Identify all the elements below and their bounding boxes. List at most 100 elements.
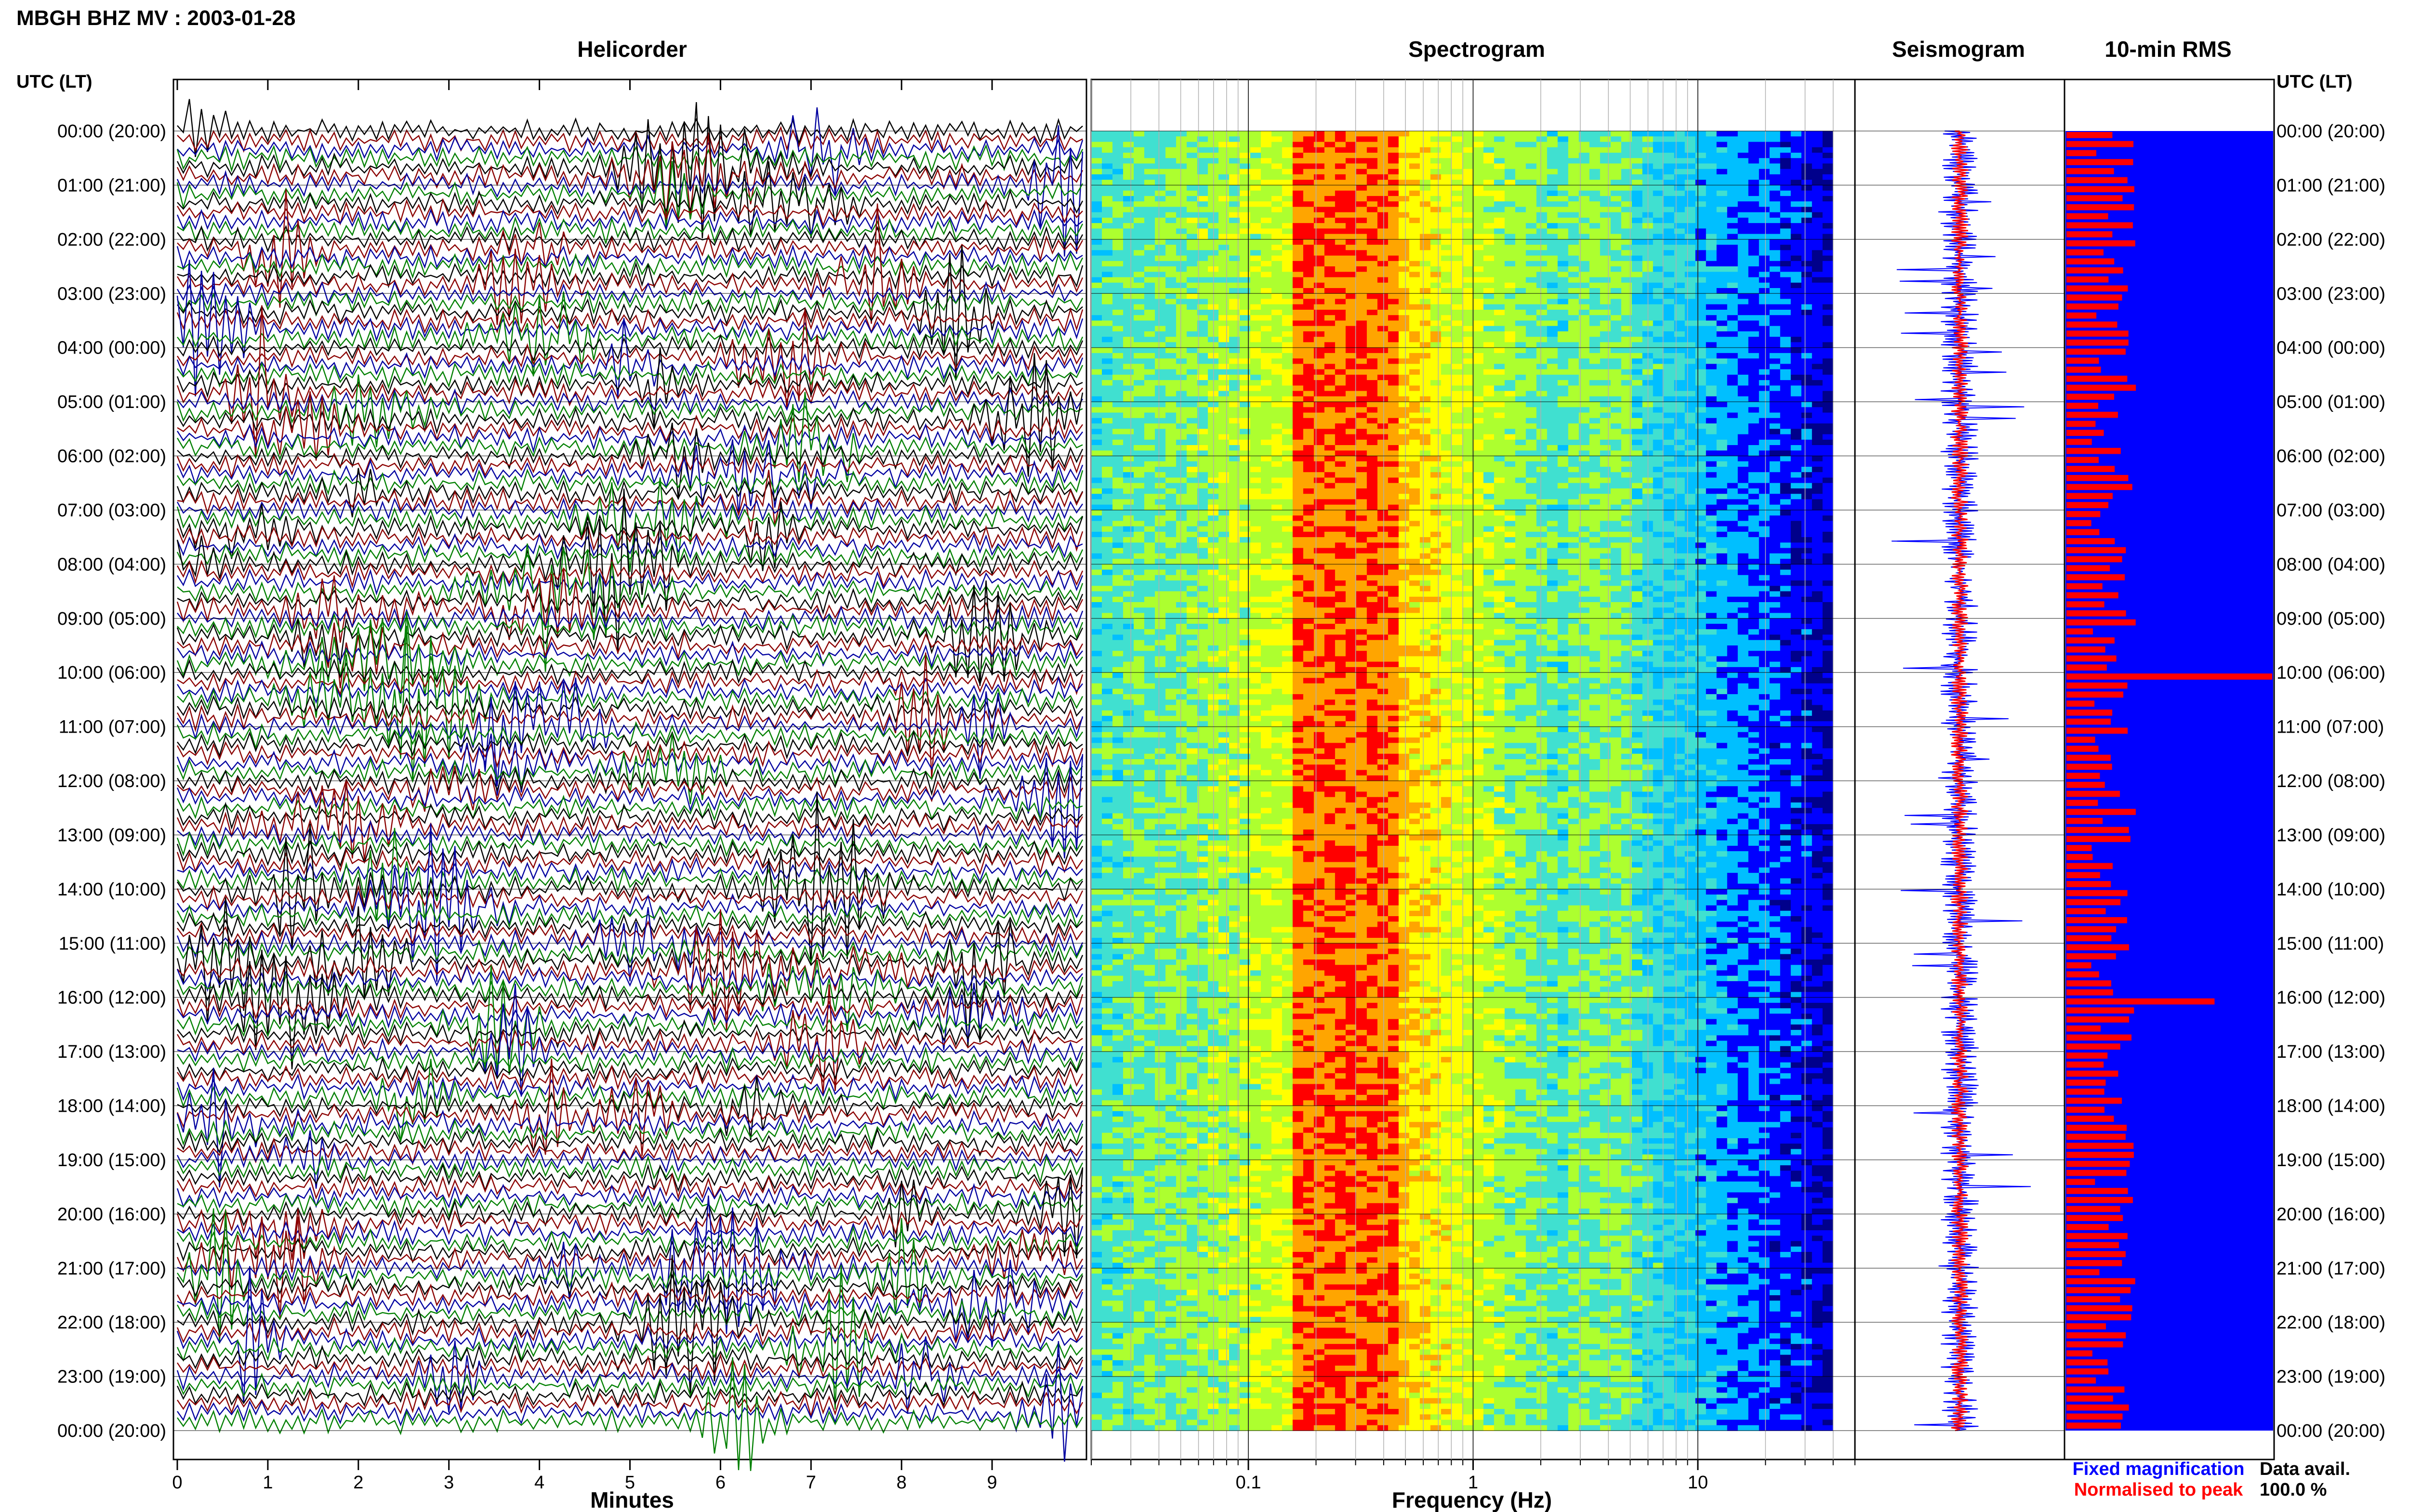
spectrogram-cell	[1271, 477, 1283, 484]
helicorder-trace	[176, 1058, 1084, 1156]
spectrogram-cell	[1388, 142, 1399, 148]
spectrogram-cell	[1600, 337, 1611, 342]
spectrogram-cell	[1822, 369, 1834, 375]
spectrogram-cell	[1303, 374, 1314, 381]
spectrogram-cell	[1716, 320, 1728, 327]
spectrogram-cell	[1271, 380, 1283, 386]
spectrogram-cell	[1250, 234, 1261, 240]
spectrogram-cell	[1515, 483, 1526, 489]
spectrogram-cell	[1324, 364, 1336, 370]
spectrogram-cell	[1377, 228, 1389, 235]
spectrogram-cell	[1165, 358, 1177, 364]
spectrogram-cell	[1822, 288, 1834, 294]
spectrogram-cell	[1197, 429, 1208, 435]
spectrogram-cell	[1494, 228, 1505, 235]
spectrogram-cell	[1557, 337, 1569, 342]
spectrogram-cell	[1578, 272, 1590, 278]
spectrogram-cell	[1578, 342, 1590, 348]
spectrogram-cell	[1822, 250, 1834, 256]
spectrogram-cell	[1462, 358, 1473, 364]
spectrogram-cell	[1578, 239, 1590, 245]
spectrogram-cell	[1229, 467, 1240, 473]
spectrogram-cell	[1684, 385, 1696, 392]
spectrogram-cell	[1504, 423, 1516, 429]
spectrogram-cell	[1441, 136, 1452, 142]
spectrogram-cell	[1653, 310, 1664, 316]
spectrogram-cell	[1610, 445, 1622, 451]
spectrogram-cell	[1525, 299, 1537, 305]
spectrogram-cell	[1155, 169, 1166, 175]
spectrogram-cell	[1472, 212, 1484, 218]
spectrogram-cell	[1345, 288, 1357, 294]
spectrogram-cell	[1187, 158, 1198, 164]
spectrogram-cell	[1282, 353, 1293, 359]
spectrogram-cell	[1716, 358, 1728, 364]
spectrogram-cell	[1176, 347, 1187, 354]
spectrogram-cell	[1578, 331, 1590, 337]
spectrogram-cell	[1112, 494, 1124, 500]
spectrogram-cell	[1631, 277, 1643, 283]
spectrogram-cell	[1547, 163, 1558, 170]
spectrogram-cell	[1155, 201, 1166, 207]
spectrogram-cell	[1483, 212, 1495, 218]
spectrogram-cell	[1240, 255, 1251, 262]
spectrogram-cell	[1621, 212, 1632, 218]
spectrogram-cell	[1504, 337, 1516, 342]
spectrogram-cell	[1812, 163, 1823, 170]
spectrogram-cell	[1621, 402, 1632, 408]
spectrogram-cell	[1197, 217, 1208, 224]
spectrogram-cell	[1674, 439, 1685, 446]
spectrogram-cell	[1292, 467, 1304, 473]
spectrogram-cell	[1229, 163, 1240, 170]
spectrogram-cell	[1409, 185, 1420, 191]
spectrogram-cell	[1303, 380, 1314, 386]
spectrogram-cell	[1388, 147, 1399, 153]
spectrogram-cell	[1515, 477, 1526, 484]
spectrogram-cell	[1780, 347, 1791, 354]
spectrogram-cell	[1261, 423, 1272, 429]
spectrogram-cell	[1631, 304, 1643, 310]
spectrogram-cell	[1515, 467, 1526, 473]
spectrogram-cell	[1600, 153, 1611, 158]
spectrogram-cell	[1345, 391, 1357, 397]
spectrogram-cell	[1695, 499, 1707, 505]
spectrogram-cell	[1663, 282, 1675, 289]
spectrogram-cell	[1197, 467, 1208, 473]
spectrogram-cell	[1504, 467, 1516, 473]
spectrogram-cell	[1663, 255, 1675, 262]
spectrogram-cell	[1716, 347, 1728, 354]
spectrogram-cell	[1324, 293, 1336, 300]
spectrogram-cell	[1631, 396, 1643, 402]
spectrogram-cell	[1292, 266, 1304, 272]
spectrogram-cell	[1515, 494, 1526, 500]
spectrogram-cell	[1356, 331, 1367, 337]
spectrogram-cell	[1388, 402, 1399, 408]
spectrogram-cell	[1790, 494, 1802, 500]
spectrogram-cell	[1176, 310, 1187, 316]
spectrogram-cell	[1568, 261, 1579, 267]
spectrogram-cell	[1155, 185, 1166, 191]
spectrogram-cell	[1165, 347, 1177, 354]
spectrogram-cell	[1091, 445, 1102, 451]
spectrogram-cell	[1324, 169, 1336, 175]
spectrogram-cell	[1536, 445, 1548, 451]
spectrogram-cell	[1578, 347, 1590, 354]
spectrogram-cell	[1313, 277, 1325, 283]
spectrogram-cell	[1600, 326, 1611, 332]
spectrogram-cell	[1674, 456, 1685, 462]
spectrogram-cell	[1430, 461, 1442, 467]
spectrogram-cell	[1748, 207, 1760, 213]
spectrogram-cell	[1737, 342, 1749, 348]
spectrogram-cell	[1388, 131, 1399, 137]
spectrogram-cell	[1144, 234, 1155, 240]
spectrogram-cell	[1388, 169, 1399, 175]
spectrogram-cell	[1388, 445, 1399, 451]
spectrogram-cell	[1313, 418, 1325, 424]
spectrogram-cell	[1356, 374, 1367, 381]
spectrogram-cell	[1716, 304, 1728, 310]
spectrogram-cell	[1292, 364, 1304, 370]
spectrogram-cell	[1769, 423, 1781, 429]
spectrogram-cell	[1271, 499, 1283, 505]
spectrogram-cell	[1812, 472, 1823, 478]
spectrogram-cell	[1631, 158, 1643, 164]
